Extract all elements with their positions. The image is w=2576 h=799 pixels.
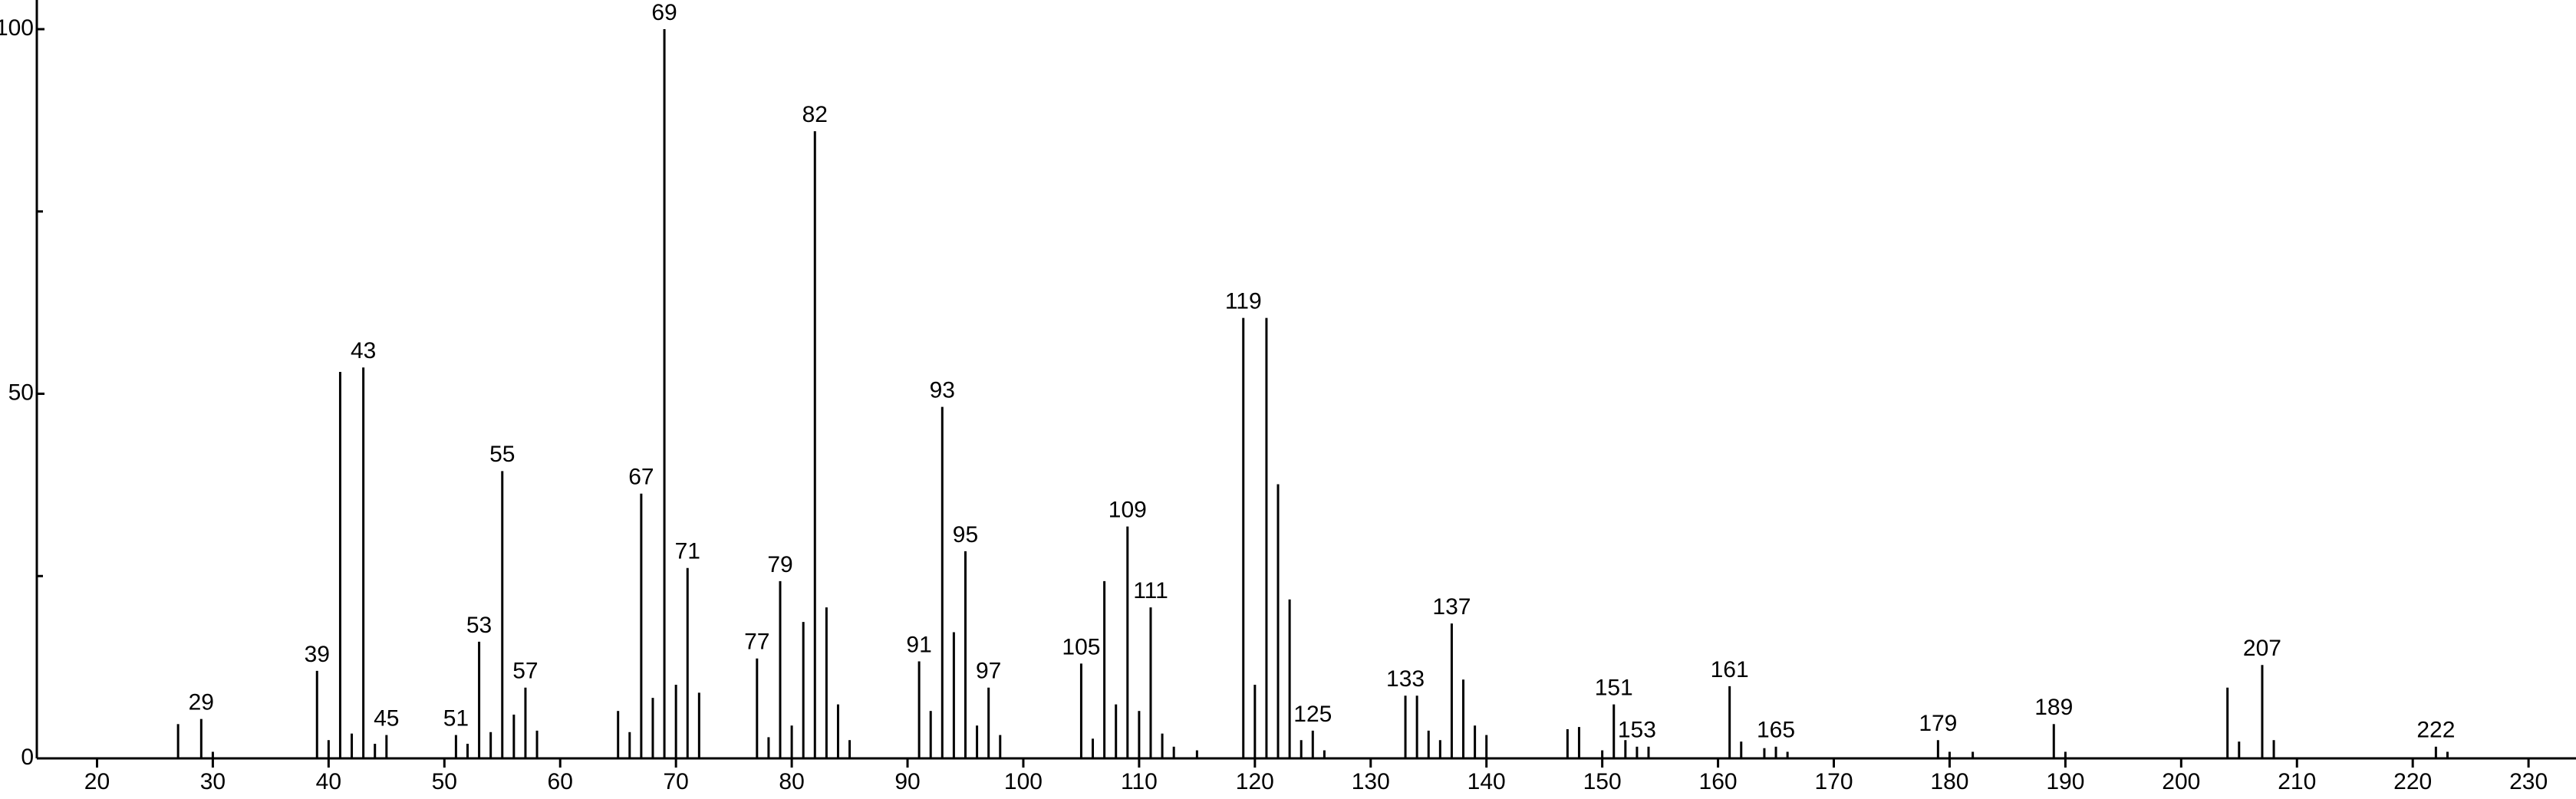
peak-label: 161 <box>1711 657 1749 682</box>
x-tick-label: 70 <box>663 769 688 794</box>
peak-label: 55 <box>489 442 515 467</box>
peak-label: 153 <box>1618 718 1656 743</box>
x-tick-label: 140 <box>1468 769 1506 794</box>
y-tick-label: 0 <box>21 745 34 770</box>
x-tick-label: 80 <box>779 769 804 794</box>
peak-label: 165 <box>1757 718 1795 743</box>
peak-label: 151 <box>1595 676 1633 701</box>
peak-label: 189 <box>2034 695 2073 720</box>
x-tick-label: 110 <box>1121 769 1158 794</box>
x-tick-label: 60 <box>548 769 573 794</box>
peak-label: 93 <box>930 378 955 403</box>
peak-label: 82 <box>802 102 828 127</box>
x-tick-label: 40 <box>316 769 341 794</box>
peak-label: 207 <box>2243 636 2281 661</box>
peak-label: 45 <box>374 705 399 731</box>
x-tick-label: 150 <box>1583 769 1622 794</box>
peak-label: 53 <box>466 613 492 638</box>
peak-label: 222 <box>2416 718 2455 743</box>
y-tick-label: 100 <box>0 15 34 41</box>
peak-label: 79 <box>767 552 792 577</box>
x-tick-label: 120 <box>1236 769 1274 794</box>
peak-label: 67 <box>628 465 654 490</box>
peak-label: 51 <box>443 705 469 731</box>
peak-label: 95 <box>953 522 978 547</box>
x-tick-label: 200 <box>2162 769 2200 794</box>
x-tick-label: 130 <box>1352 769 1390 794</box>
x-tick-label: 180 <box>1930 769 1968 794</box>
peak-label: 179 <box>1919 711 1957 736</box>
peak-label: 119 <box>1225 289 1262 314</box>
x-tick-label: 90 <box>894 769 920 794</box>
x-tick-label: 170 <box>1814 769 1853 794</box>
x-tick-label: 30 <box>200 769 226 794</box>
peak-label: 109 <box>1108 498 1147 523</box>
peak-label: 57 <box>512 659 538 684</box>
peak-label: 77 <box>744 630 769 655</box>
peak-label: 105 <box>1062 634 1100 659</box>
peak-label: 39 <box>305 642 330 667</box>
x-tick-label: 20 <box>84 769 110 794</box>
x-tick-label: 230 <box>2509 769 2548 794</box>
peak-label: 91 <box>906 632 931 657</box>
x-tick-label: 220 <box>2393 769 2432 794</box>
peak-label: 125 <box>1293 702 1332 727</box>
peak-label: 29 <box>189 690 214 715</box>
peak-label: 133 <box>1386 666 1425 692</box>
x-tick-label: 210 <box>2278 769 2316 794</box>
peak-label: 69 <box>651 0 677 25</box>
x-tick-label: 160 <box>1699 769 1738 794</box>
peak-label: 43 <box>351 338 376 363</box>
x-tick-label: 190 <box>2046 769 2084 794</box>
y-tick-label: 50 <box>8 380 34 405</box>
peak-label: 111 <box>1133 578 1168 603</box>
x-tick-label: 100 <box>1004 769 1043 794</box>
x-tick-label: 50 <box>432 769 457 794</box>
peak-label: 97 <box>976 659 1001 684</box>
peak-label: 71 <box>675 539 700 564</box>
peak-label: 137 <box>1432 594 1471 620</box>
